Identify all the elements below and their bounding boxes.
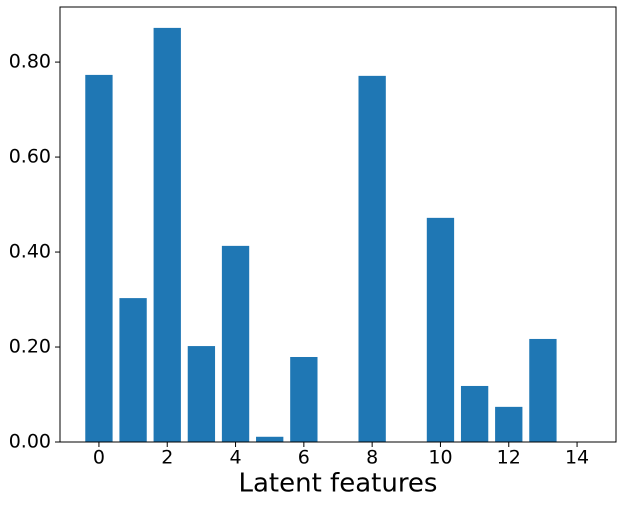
bar xyxy=(119,298,147,442)
bar xyxy=(187,346,216,442)
y-tick-label: 0.80 xyxy=(9,51,51,73)
bar xyxy=(153,27,181,442)
x-tick-label: 8 xyxy=(366,447,378,469)
x-tick-label: 10 xyxy=(428,447,452,469)
x-tick-label: 14 xyxy=(565,447,589,469)
x-tick-label: 4 xyxy=(229,447,241,469)
y-tick-label: 0.20 xyxy=(9,336,51,358)
bar xyxy=(495,406,523,442)
x-tick-label: 6 xyxy=(298,447,310,469)
x-tick-label: 12 xyxy=(497,447,521,469)
x-axis-label: Latent features xyxy=(239,469,438,499)
bar xyxy=(221,245,250,442)
x-tick-label: 2 xyxy=(161,447,173,469)
bar xyxy=(290,356,318,442)
bar xyxy=(426,217,455,442)
y-tick-label: 0.40 xyxy=(9,241,51,263)
bar xyxy=(358,75,386,443)
bar xyxy=(460,385,489,442)
x-tick-label: 0 xyxy=(93,447,105,469)
y-tick-label: 0.60 xyxy=(9,146,51,168)
bar xyxy=(529,338,557,442)
y-tick-label: 0.00 xyxy=(9,431,51,453)
bar xyxy=(85,74,113,442)
plot-frame xyxy=(59,6,617,443)
bar xyxy=(256,436,284,442)
